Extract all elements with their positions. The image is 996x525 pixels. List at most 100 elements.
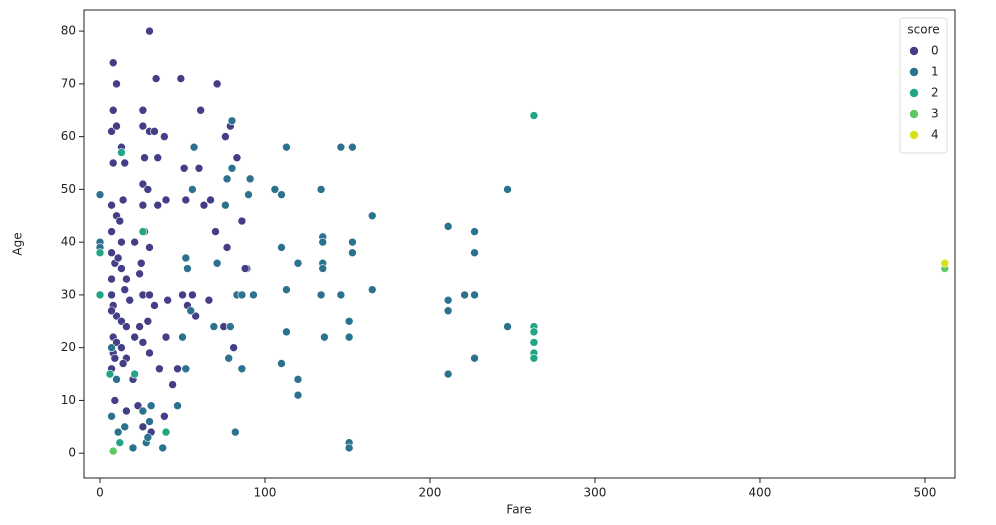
point [221, 132, 230, 141]
point [183, 264, 192, 273]
series [95, 111, 539, 447]
point [108, 58, 118, 68]
point [244, 190, 253, 199]
point [122, 274, 131, 284]
point [117, 237, 126, 247]
point [178, 332, 187, 342]
point [277, 243, 286, 252]
point [133, 401, 143, 411]
point [145, 243, 154, 252]
point [367, 285, 377, 294]
point [130, 369, 139, 379]
legend-label: 2 [931, 86, 939, 100]
point [188, 185, 197, 194]
point [120, 158, 130, 168]
point [136, 258, 146, 268]
point [163, 295, 172, 305]
point [336, 290, 346, 300]
point [529, 338, 539, 347]
point [110, 396, 120, 405]
point [151, 74, 161, 83]
point [229, 343, 238, 352]
point [108, 446, 118, 456]
point [194, 163, 204, 173]
x-tick-label: 500 [914, 486, 937, 500]
point [224, 353, 233, 363]
point [120, 422, 130, 432]
point [470, 227, 479, 236]
point [107, 411, 116, 421]
point [107, 274, 116, 284]
point [138, 338, 148, 347]
point [145, 348, 154, 358]
point [161, 195, 171, 205]
point [112, 121, 121, 131]
point [130, 332, 139, 342]
point [222, 174, 232, 184]
point [153, 153, 163, 163]
point [470, 248, 479, 258]
legend-label: 4 [931, 128, 939, 142]
point [107, 290, 116, 300]
point [344, 316, 354, 326]
point [113, 427, 123, 437]
point [107, 127, 116, 136]
point [282, 285, 291, 294]
point [529, 327, 539, 337]
point [112, 375, 121, 384]
point [138, 105, 148, 115]
point [240, 264, 250, 273]
point [107, 306, 116, 316]
x-tick-label: 200 [419, 486, 442, 500]
legend-box [899, 17, 948, 154]
point [460, 290, 469, 300]
point [212, 79, 222, 89]
point [150, 301, 159, 310]
point [181, 253, 191, 263]
point [227, 116, 237, 126]
legend-marker [909, 109, 919, 119]
y-tick-label: 80 [61, 24, 76, 38]
legend-label: 1 [931, 65, 939, 79]
point [117, 264, 126, 273]
point [161, 427, 171, 437]
legend-marker [909, 67, 919, 77]
point [107, 200, 116, 210]
y-axis-label: Age [11, 232, 25, 255]
point [118, 195, 128, 205]
point [293, 258, 303, 268]
point [107, 227, 116, 236]
point [135, 269, 144, 279]
point [189, 142, 199, 152]
point [117, 148, 126, 157]
y-tick-label: 70 [61, 76, 76, 90]
point [105, 369, 115, 379]
point [222, 243, 232, 252]
point [155, 364, 164, 374]
point [226, 322, 235, 331]
y-tick-label: 40 [61, 235, 76, 249]
point [179, 163, 189, 173]
plot-frame [83, 9, 956, 479]
legend: score 0 1 2 3 4 [899, 17, 948, 154]
point [277, 190, 286, 199]
point [196, 105, 205, 115]
x-tick-label: 400 [749, 486, 772, 500]
point [143, 433, 153, 442]
point [145, 417, 154, 426]
point [199, 200, 209, 210]
point [135, 322, 144, 331]
point [143, 185, 153, 194]
point [344, 332, 354, 342]
y-tick-label: 20 [61, 340, 76, 354]
series [940, 258, 950, 268]
point [443, 222, 453, 231]
point [237, 216, 247, 226]
point [293, 375, 303, 384]
point [316, 290, 326, 300]
point [138, 227, 148, 236]
point [348, 142, 357, 152]
point [115, 216, 125, 226]
point [318, 237, 328, 247]
